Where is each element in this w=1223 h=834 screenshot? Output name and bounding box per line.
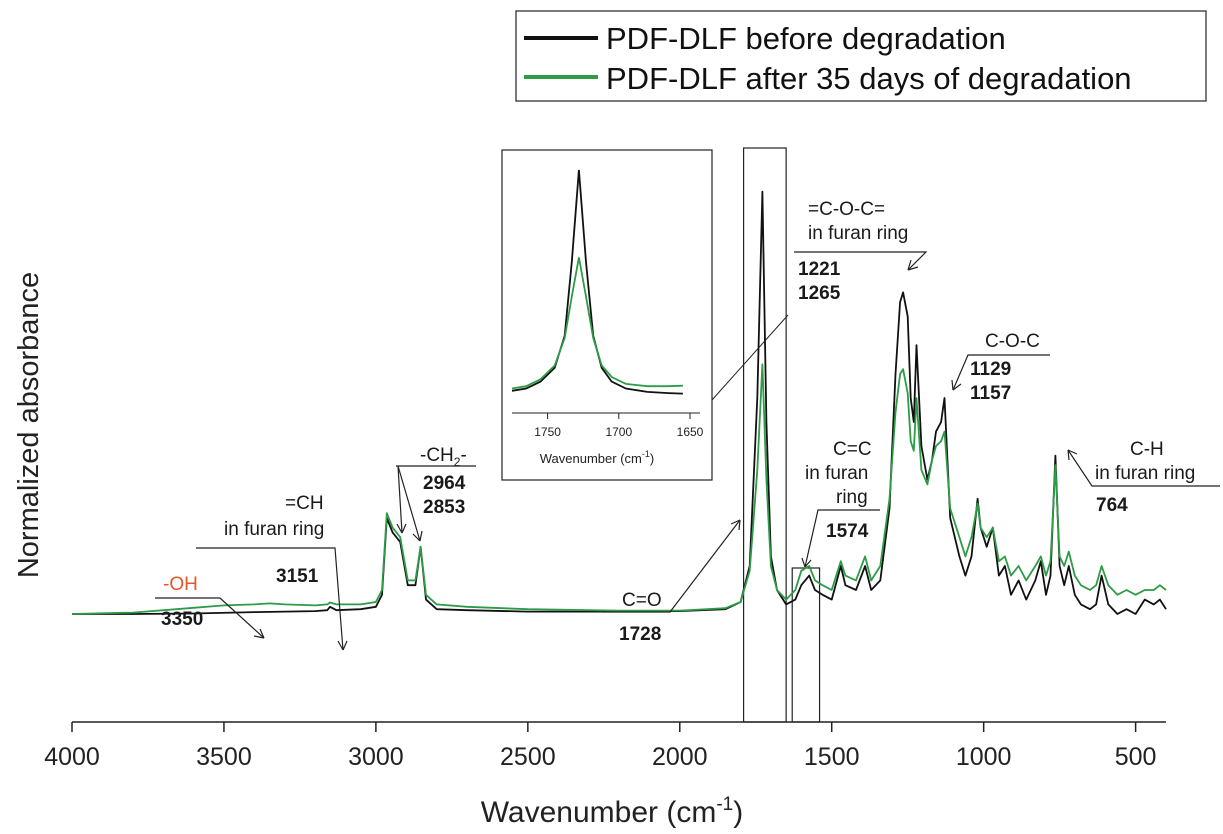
annotation-ch2-leader-2 (397, 465, 421, 542)
annotation-cc-number: 1574 (826, 521, 869, 542)
annotation-oh-number: 3350 (161, 609, 203, 630)
annotation-cc-label-3: ring (836, 487, 868, 508)
annotation-co-leader (602, 519, 741, 613)
x-axis-label: Wavenumber (cm-1) (481, 794, 744, 829)
annotation-co-number: 1728 (619, 624, 661, 645)
annotation-coc-furan-number-2: 1265 (798, 283, 841, 304)
annotation-coc-leader (952, 354, 1050, 391)
annotation-oh-label: -OH (163, 574, 198, 595)
annotation-ch-furan: C-H in furan ring 764 (1067, 439, 1220, 516)
annotation-ch2: -CH2- 2964 2853 (396, 445, 476, 542)
x-tick-label: 2000 (652, 743, 708, 771)
inset-x-tick-label: 1700 (605, 425, 632, 439)
legend: PDF-DLF before degradation PDF-DLF after… (515, 10, 1207, 102)
annotation-cc-label-1: C=C (833, 439, 872, 460)
annotation-oh-leader (155, 597, 265, 639)
y-axis-label: Normalized absorbance (13, 272, 45, 578)
annotation-ch-furan-leader (1067, 449, 1220, 487)
annotation-ch-leader (196, 547, 344, 651)
x-tick-label: 4000 (44, 743, 100, 771)
inset-series-before (511, 169, 683, 395)
x-tick-label: 2500 (500, 743, 556, 771)
annotation-coc-furan-label-2: in furan ring (808, 223, 908, 244)
arrowhead-icon (1067, 449, 1078, 461)
annotation-coc-furan-leader (794, 251, 928, 271)
inset-plot: 1750 1700 1650 Wavenumber (cm-1) (501, 149, 789, 481)
arrowhead-icon (337, 640, 348, 651)
annotation-coc-label: C-O-C (985, 331, 1040, 352)
annotation-coc: C-O-C 1129 1157 (951, 331, 1050, 404)
annotation-coc-number-1: 1129 (970, 359, 1011, 380)
inset-connector (711, 314, 789, 401)
x-tick-label: 1500 (804, 743, 860, 771)
legend-label-after: PDF-DLF after 35 days of degradation (606, 61, 1132, 96)
annotation-co-label: C=O (622, 590, 662, 611)
annotation-ch2-leader-1 (397, 465, 403, 534)
annotation-ch-furan-label-1: C-H (1130, 439, 1164, 460)
annotation-coc-number-2: 1157 (970, 383, 1011, 404)
annotation-ch-label-2: in furan ring (224, 519, 324, 540)
x-tick-label: 3000 (348, 743, 404, 771)
annotation-cc: C=C in furan ring 1574 (801, 439, 880, 568)
inset-x-ticks: 1750 1700 1650 (534, 413, 704, 439)
highlight-box (742, 147, 787, 723)
annotation-ch: =CH in furan ring 3151 (196, 493, 348, 651)
inset-x-tick-label: 1750 (534, 425, 561, 439)
arrowhead-icon (951, 379, 962, 391)
arrowhead-icon (253, 628, 265, 639)
annotation-ch-furan-number: 764 (1096, 495, 1128, 516)
annotation-ch2-number-1: 2964 (423, 473, 466, 494)
annotation-cc-label-2: in furan (805, 463, 868, 484)
annotation-ch2-number-2: 2853 (423, 497, 465, 518)
annotation-ch-number: 3151 (276, 566, 319, 587)
x-tick-label: 500 (1115, 743, 1157, 771)
x-tick-label: 1000 (956, 743, 1012, 771)
legend-box (515, 10, 1207, 102)
annotation-coc-furan-label-1: =C-O-C= (808, 199, 885, 220)
arrowhead-icon (907, 259, 919, 271)
annotation-ch-label-1: =CH (285, 493, 324, 514)
series-line-after (71, 363, 1167, 615)
annotation-coc-furan: =C-O-C= in furan ring 1221 1265 (794, 199, 928, 304)
annotation-ch2-label: -CH2- (420, 445, 467, 469)
annotation-coc-furan-number-1: 1221 (798, 259, 841, 280)
annotation-oh: -OH 3350 (155, 574, 265, 639)
arrowhead-icon (396, 523, 407, 534)
inset-series-after (511, 257, 683, 390)
x-ticks: 4000 3500 3000 2500 2000 1500 1000 500 (44, 722, 1156, 771)
x-tick-label: 3500 (196, 743, 252, 771)
inset-frame (501, 149, 713, 481)
annotation-ch-furan-label-2: in furan ring (1095, 463, 1195, 484)
arrowhead-icon (412, 530, 423, 542)
legend-label-before: PDF-DLF before degradation (606, 21, 1006, 56)
arrowhead-icon (801, 557, 812, 568)
arrowhead-icon (730, 519, 741, 531)
annotation-co: C=O 1728 (602, 519, 741, 645)
inset-x-tick-label: 1650 (677, 425, 704, 439)
inset-x-axis-label: Wavenumber (cm-1) (540, 449, 654, 466)
annotation-cc-leader (804, 509, 880, 568)
